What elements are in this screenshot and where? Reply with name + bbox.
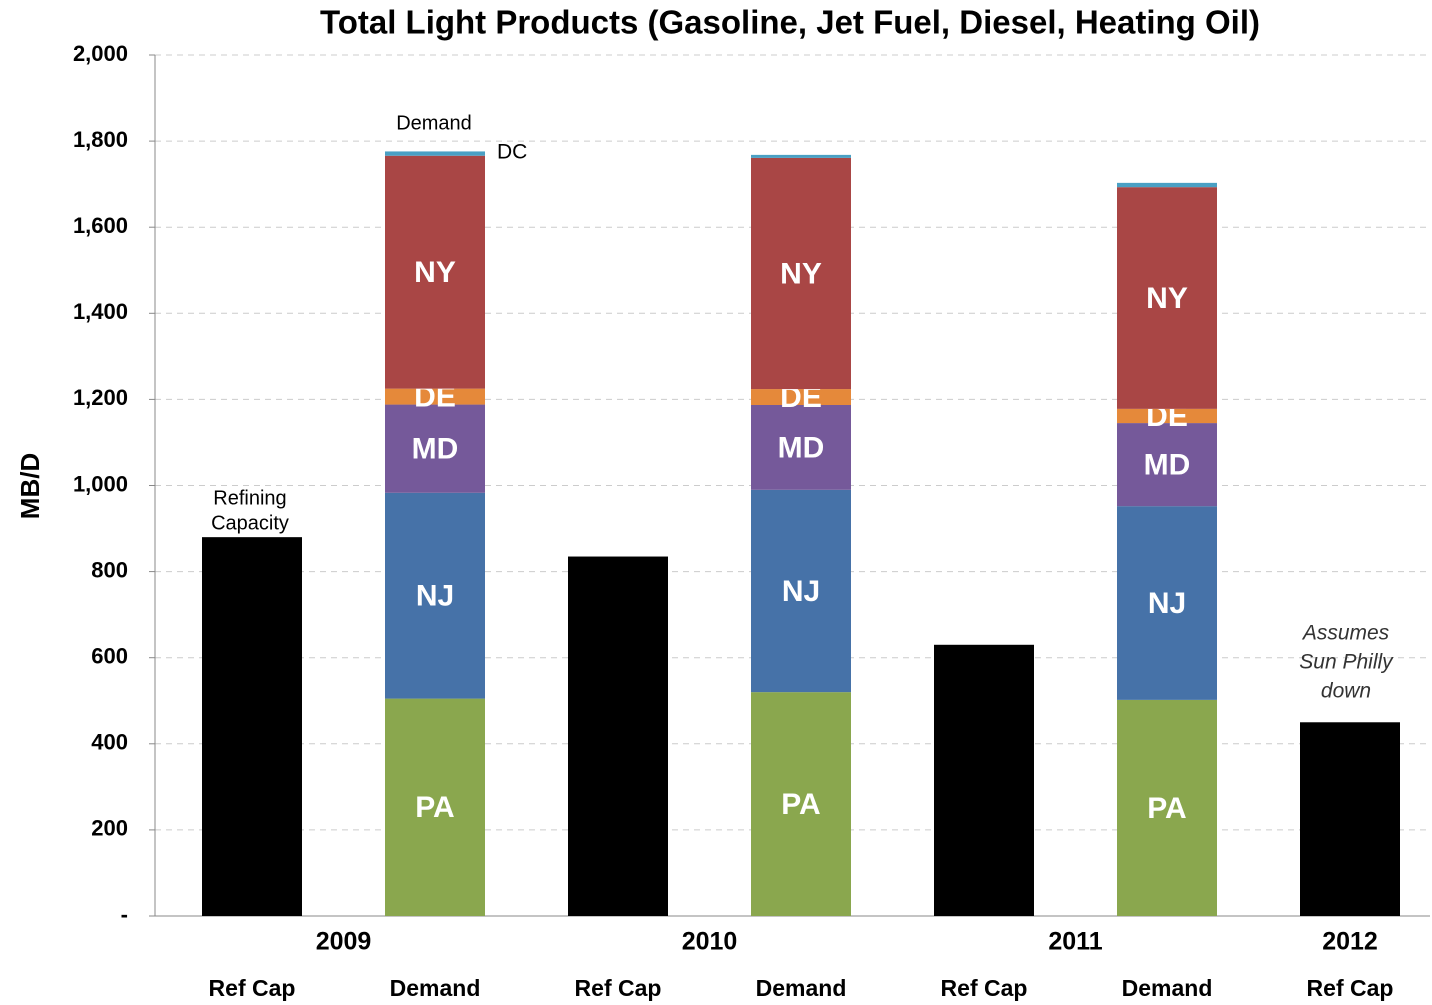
- y-axis-label: MB/D: [15, 453, 45, 519]
- bar-segment: [751, 154, 851, 158]
- bar-segment: [1117, 182, 1217, 188]
- x-tick-label: Ref Cap: [209, 975, 296, 1001]
- x-tick-label: Ref Cap: [941, 975, 1028, 1001]
- segment-label: NJ: [1148, 587, 1186, 620]
- segment-label: PA: [781, 788, 820, 821]
- x-group-label: 2012: [1322, 928, 1378, 956]
- bar-segment: [1117, 506, 1217, 700]
- y-tick-label: 1,800: [73, 127, 128, 152]
- bar-segment: [1117, 187, 1217, 409]
- bar-segment: [751, 157, 851, 390]
- annotation: Assumes: [1301, 622, 1390, 645]
- y-tick-label: 200: [91, 816, 128, 841]
- bar-segment: [385, 155, 485, 389]
- chart-title: Total Light Products (Gasoline, Jet Fuel…: [320, 4, 1260, 41]
- bar-segment: [1117, 423, 1217, 507]
- bar-segment: [934, 644, 1034, 916]
- bar-segment: [385, 151, 485, 156]
- y-tick-label: 2,000: [73, 41, 128, 66]
- x-group-label: 2011: [1048, 928, 1102, 956]
- bar-segment: [751, 489, 851, 693]
- bar-segment: [568, 556, 668, 916]
- segment-label: NY: [414, 256, 456, 289]
- x-group-label: 2010: [682, 928, 738, 956]
- segment-label: MD: [778, 431, 825, 464]
- x-tick-label: Ref Cap: [575, 975, 662, 1001]
- y-tick-label: 1,400: [73, 299, 128, 324]
- bar-segment: [385, 698, 485, 916]
- segment-label: PA: [415, 791, 454, 824]
- segment-label: NJ: [416, 580, 454, 613]
- segment-label: NY: [1146, 282, 1188, 315]
- y-tick-label: 600: [91, 644, 128, 669]
- y-tick-label: 400: [91, 730, 128, 755]
- bar-segment: [751, 404, 851, 490]
- annotation: down: [1321, 680, 1371, 703]
- x-group-label: 2009: [316, 928, 372, 956]
- segment-label: NY: [780, 257, 822, 290]
- segment-label: MD: [412, 433, 459, 466]
- bar-segment: [1300, 722, 1400, 916]
- annotation: Refining: [213, 487, 286, 509]
- y-tick-label: 1,600: [73, 213, 128, 238]
- bar-segment: [751, 692, 851, 916]
- x-tick-label: Ref Cap: [1307, 975, 1394, 1001]
- x-tick-label: Demand: [1122, 975, 1213, 1001]
- x-tick-label: Demand: [756, 975, 847, 1001]
- annotation: Sun Philly: [1299, 651, 1394, 674]
- bar-segment: [1117, 408, 1217, 424]
- y-tick-label: 1,000: [73, 471, 128, 496]
- bar-segment: [385, 388, 485, 405]
- bar-segment: [751, 389, 851, 405]
- y-tick-label: -: [121, 902, 128, 927]
- bar-segment: [385, 404, 485, 493]
- bar-segment: [202, 537, 302, 916]
- dc-label: DC: [497, 141, 527, 164]
- segment-label: NJ: [782, 575, 820, 608]
- y-tick-label: 1,200: [73, 385, 128, 410]
- bar-segment: [385, 492, 485, 699]
- annotation: Capacity: [211, 512, 289, 534]
- annotation: Demand: [396, 112, 472, 134]
- y-tick-label: 800: [91, 557, 128, 582]
- bar-segment: [1117, 699, 1217, 916]
- segment-label: MD: [1144, 449, 1191, 482]
- x-tick-label: Demand: [390, 975, 481, 1001]
- segment-label: PA: [1147, 792, 1186, 825]
